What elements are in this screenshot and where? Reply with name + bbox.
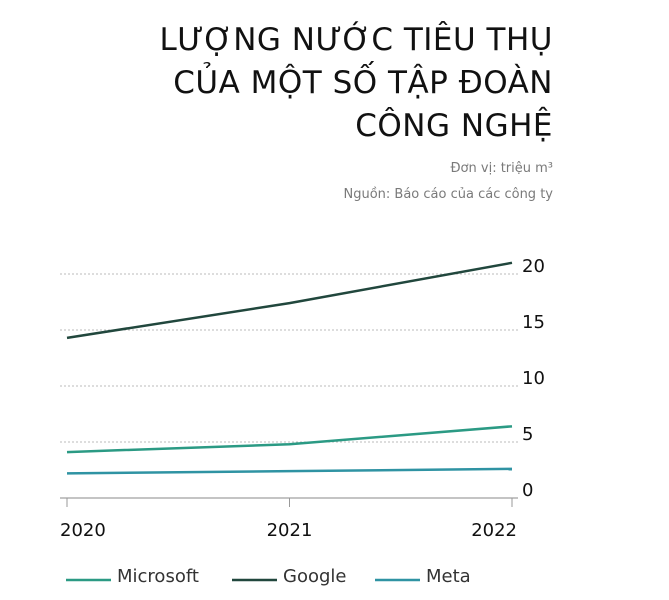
legend-item-meta: Meta [375,566,471,587]
y-tick-label: 10 [522,368,545,389]
source-label: Nguồn: Báo cáo của các công ty [344,187,554,202]
y-axis: 0 5 10 15 20 [522,256,545,501]
y-tick-label: 15 [522,312,545,333]
y-tick-label: 0 [522,480,533,501]
legend-label: Meta [426,566,471,587]
title-line-1: LƯỢNG NƯỚC TIÊU THỤ [160,21,553,58]
y-tick-label: 5 [522,424,533,445]
series-line-microsoft [66,425,513,454]
legend-item-google: Google [232,566,346,587]
chart-title: LƯỢNG NƯỚC TIÊU THỤ CỦA MỘT SỐ TẬP ĐOÀN … [160,21,553,144]
x-tick-label: 2021 [267,520,313,541]
x-tick-label: 2020 [60,520,106,541]
legend-item-microsoft: Microsoft [66,566,199,587]
x-tick-label: 2022 [471,520,517,541]
legend: Microsoft Google Meta [66,566,471,587]
series-line-meta [66,467,513,475]
legend-label: Microsoft [117,566,199,587]
y-tick-label: 20 [522,256,545,277]
x-axis: 2020 2021 2022 [60,497,518,541]
series-lines [66,261,513,475]
title-line-3: CÔNG NGHỆ [355,107,553,144]
gridlines [60,273,518,443]
series-line-google [66,261,513,340]
title-line-2: CỦA MỘT SỐ TẬP ĐOÀN [173,61,553,101]
unit-label: Đơn vị: triệu m³ [450,161,553,176]
legend-label: Google [283,566,346,587]
